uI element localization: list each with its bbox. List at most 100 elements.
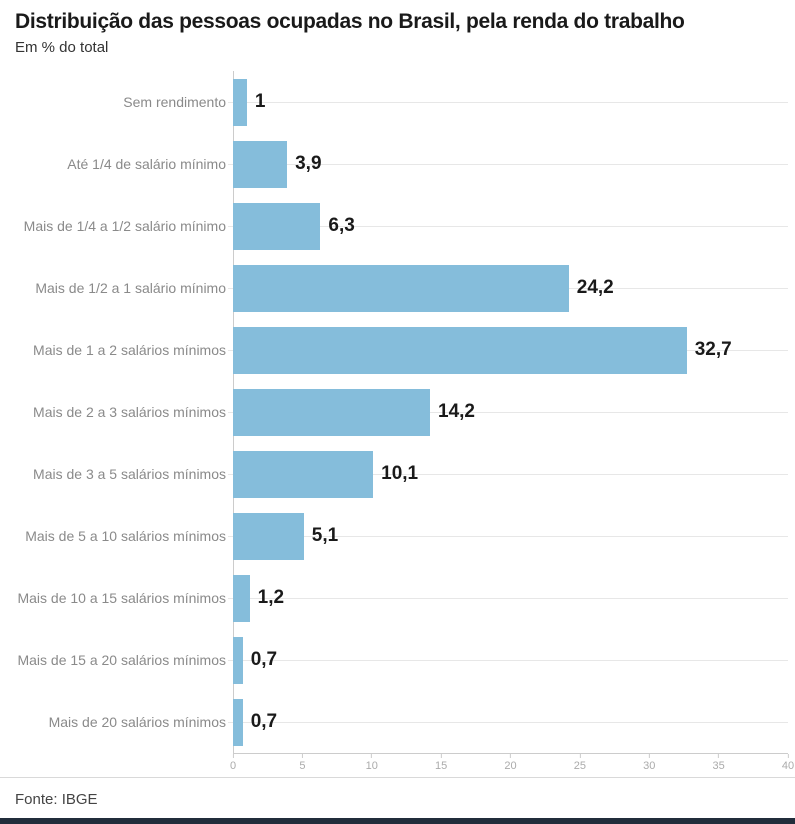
gridline [228, 722, 788, 723]
bar [233, 140, 288, 188]
value-label: 3,9 [295, 153, 322, 174]
gridline [228, 536, 788, 537]
tick-label: 20 [504, 760, 517, 772]
bar-rows: Sem rendimento 1 Até 1/4 de salário míni… [0, 71, 795, 753]
category-label: Mais de 10 a 15 salários mínimos [17, 590, 226, 606]
bar [233, 450, 374, 498]
footer-divider [0, 777, 795, 778]
bottom-bar [0, 818, 795, 824]
tick-mark-icon [301, 754, 303, 758]
gridline [228, 164, 788, 165]
bar [233, 512, 304, 560]
tick-mark-icon [371, 754, 373, 758]
plot-cell: 1 [228, 71, 788, 133]
value-label: 1,2 [257, 587, 285, 608]
x-axis-tick: 15 [435, 754, 447, 772]
tick-mark-icon [440, 754, 442, 758]
x-axis-tick: 10 [366, 754, 378, 772]
x-axis-tick: 20 [504, 754, 517, 772]
tick-mark-icon [579, 754, 581, 758]
value-label: 24,2 [576, 277, 614, 298]
plot-cell: 5,1 [228, 505, 788, 567]
chart-row: Mais de 1/2 a 1 salário mínimo 24,2 [0, 257, 795, 319]
value-label: 1 [254, 91, 266, 112]
gridline [228, 598, 788, 599]
bar [233, 78, 247, 126]
category-label: Mais de 3 a 5 salários mínimos [33, 466, 226, 482]
chart-row: Sem rendimento 1 [0, 71, 795, 133]
chart-footer: Fonte: IBGE [0, 778, 795, 809]
value-label: 10,1 [381, 463, 419, 484]
category-label: Mais de 2 a 3 salários mínimos [33, 404, 226, 420]
tick-label: 35 [712, 760, 725, 772]
bar [233, 636, 243, 684]
bar [233, 264, 569, 312]
plot-cell: 3,9 [228, 133, 788, 195]
chart-row: Mais de 5 a 10 salários mínimos 5,1 [0, 505, 795, 567]
tick-mark-icon [648, 754, 650, 758]
bar [233, 574, 250, 622]
tick-mark-icon [718, 754, 720, 758]
x-axis-tick: 35 [713, 754, 725, 772]
x-axis-tick: 0 [230, 754, 236, 772]
chart-header: Distribuição das pessoas ocupadas no Bra… [0, 0, 795, 57]
plot-cell: 6,3 [228, 195, 788, 257]
value-label: 32,7 [694, 339, 732, 360]
chart-row: Até 1/4 de salário mínimo 3,9 [0, 133, 795, 195]
tick-label: 10 [365, 760, 378, 772]
plot-cell: 1,2 [228, 567, 788, 629]
gridline [228, 412, 788, 413]
gridline [228, 474, 788, 475]
x-axis-tick: 30 [643, 754, 655, 772]
gridline [228, 102, 788, 103]
category-label: Mais de 5 a 10 salários mínimos [25, 528, 226, 544]
tick-label: 30 [643, 760, 656, 772]
tick-label: 25 [573, 760, 586, 772]
chart-subtitle: Em % do total [15, 39, 109, 56]
source-label: Fonte: IBGE [15, 791, 98, 808]
value-label: 14,2 [438, 401, 475, 422]
tick-mark-icon [232, 754, 234, 758]
value-label: 0,7 [250, 711, 278, 732]
tick-label: 15 [435, 760, 448, 772]
tick-label: 0 [229, 760, 237, 772]
category-label: Mais de 1/2 a 1 salário mínimo [35, 280, 226, 296]
chart-row: Mais de 3 a 5 salários mínimos 10,1 [0, 443, 795, 505]
x-axis: 0 5 10 15 20 25 30 35 40 [230, 753, 794, 773]
category-label: Mais de 15 a 20 salários mínimos [17, 652, 226, 668]
plot-cell: 0,7 [228, 629, 788, 691]
bar-chart: Sem rendimento 1 Até 1/4 de salário míni… [0, 71, 795, 773]
plot-cell: 10,1 [228, 443, 788, 505]
category-label: Mais de 1/4 a 1/2 salário mínimo [23, 218, 226, 234]
plot-cell: 24,2 [228, 257, 788, 319]
category-label: Mais de 1 a 2 salários mínimos [33, 342, 226, 358]
plot-cell: 0,7 [228, 691, 788, 753]
category-label: Sem rendimento [123, 94, 226, 110]
plot-cell: 32,7 [228, 319, 788, 381]
bar [233, 698, 243, 746]
chart-row: Mais de 20 salários mínimos 0,7 [0, 691, 795, 753]
plot-cell: 14,2 [228, 381, 788, 443]
chart-row: Mais de 10 a 15 salários mínimos 1,2 [0, 567, 795, 629]
bar [233, 388, 431, 436]
category-label: Mais de 20 salários mínimos [48, 714, 226, 730]
tick-mark-icon [787, 754, 789, 758]
bar [233, 326, 687, 374]
chart-title: Distribuição das pessoas ocupadas no Bra… [15, 10, 685, 33]
chart-row: Mais de 2 a 3 salários mínimos 14,2 [0, 381, 795, 443]
chart-row: Mais de 1 a 2 salários mínimos 32,7 [0, 319, 795, 381]
x-axis-tick: 5 [299, 754, 305, 772]
x-axis-tick: 25 [574, 754, 586, 772]
category-label: Até 1/4 de salário mínimo [67, 156, 226, 172]
tick-label: 40 [781, 760, 795, 772]
tick-label: 5 [299, 760, 306, 772]
value-label: 5,1 [311, 525, 339, 546]
value-label: 0,7 [250, 649, 278, 670]
gridline [228, 226, 788, 227]
chart-row: Mais de 15 a 20 salários mínimos 0,7 [0, 629, 795, 691]
chart-row: Mais de 1/4 a 1/2 salário mínimo 6,3 [0, 195, 795, 257]
tick-mark-icon [510, 754, 511, 758]
bar [233, 202, 321, 250]
gridline [228, 660, 788, 661]
